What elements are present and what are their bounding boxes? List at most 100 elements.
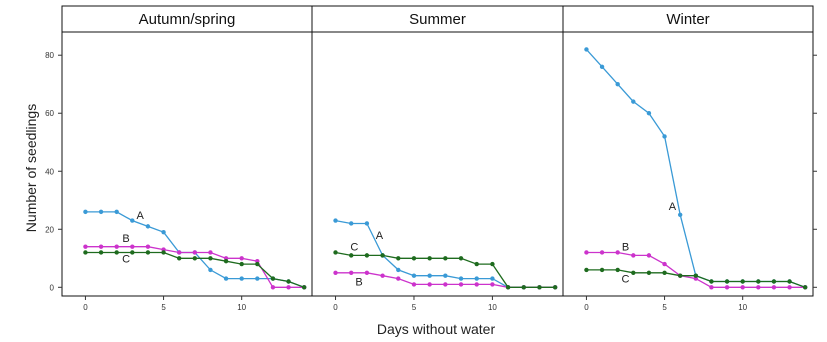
y-tick-label: 20	[45, 225, 54, 234]
data-point	[584, 267, 589, 273]
data-point	[615, 250, 620, 255]
data-point	[646, 111, 652, 116]
data-point	[192, 250, 198, 255]
data-point	[208, 250, 213, 255]
data-point	[771, 285, 777, 290]
data-point	[130, 250, 135, 255]
data-point	[98, 209, 104, 215]
data-point	[458, 282, 464, 287]
strip-title: Winter	[666, 11, 709, 28]
data-point	[490, 261, 495, 267]
data-point	[364, 270, 370, 275]
data-point	[380, 253, 385, 258]
data-point	[443, 273, 448, 278]
series-label: C	[350, 242, 358, 254]
data-point	[396, 256, 401, 261]
strip-title: Summer	[409, 11, 466, 28]
data-point	[599, 250, 605, 255]
panel-winter: Winter 0 5 10 A B C	[562, 6, 808, 312]
data-point	[239, 261, 244, 267]
data-point	[255, 261, 260, 267]
x-tick-label: 10	[237, 303, 246, 312]
series-line	[85, 211, 305, 288]
y-tick-label: 40	[45, 167, 54, 176]
data-point	[223, 276, 229, 281]
data-point	[599, 64, 605, 70]
data-point	[724, 279, 730, 284]
data-point	[740, 285, 745, 290]
data-point	[662, 270, 667, 275]
y-axis-label: Number of seedlings	[23, 104, 39, 232]
data-point	[787, 285, 792, 290]
data-point	[411, 273, 417, 278]
data-point	[490, 276, 495, 281]
data-point	[83, 250, 88, 255]
data-point	[537, 285, 542, 290]
series-label: C	[622, 274, 630, 286]
x-tick-label: 5	[412, 303, 417, 312]
data-point	[239, 256, 244, 261]
data-point	[709, 285, 714, 290]
data-point	[474, 282, 479, 287]
data-point	[192, 256, 198, 261]
panel-autumn-spring: Autumn/spring 0 5 10 ABC	[83, 11, 307, 312]
data-point	[677, 273, 683, 278]
y-tick-label: 0	[50, 283, 55, 292]
data-point	[631, 253, 636, 258]
chart-frame	[61, 5, 814, 297]
data-point	[427, 256, 432, 261]
data-point	[255, 276, 260, 281]
data-point	[333, 218, 338, 223]
data-point	[631, 270, 636, 275]
x-tick-label: 10	[738, 303, 747, 312]
data-point	[176, 250, 182, 255]
x-tick-label: 10	[488, 303, 497, 312]
data-point	[396, 267, 401, 273]
data-point	[505, 285, 511, 290]
panel-summer: Summer 0 5 10 A B C	[311, 6, 558, 312]
data-point	[427, 282, 432, 287]
data-point	[802, 285, 808, 290]
data-point	[286, 285, 291, 290]
data-point	[615, 267, 620, 273]
data-point	[443, 256, 448, 261]
data-point	[756, 285, 761, 290]
series-label: C	[122, 253, 130, 265]
data-point	[646, 253, 652, 258]
data-point	[98, 250, 104, 255]
data-point	[662, 134, 667, 139]
data-point	[239, 276, 244, 281]
data-point	[208, 267, 213, 273]
data-point	[724, 285, 730, 290]
data-point	[646, 270, 652, 275]
x-tick-label: 0	[584, 303, 589, 312]
data-point	[709, 279, 714, 284]
series-label: A	[669, 201, 677, 213]
data-point	[787, 279, 792, 284]
series-label: A	[136, 210, 144, 222]
data-point	[364, 221, 370, 226]
series-label: B	[355, 276, 362, 288]
data-point	[83, 209, 88, 215]
data-point	[349, 253, 354, 258]
data-point	[411, 256, 417, 261]
data-point	[584, 47, 589, 52]
x-tick-label: 0	[333, 303, 338, 312]
series-label: B	[122, 233, 129, 245]
data-point	[114, 244, 119, 249]
data-point	[458, 276, 464, 281]
series-label: B	[622, 242, 629, 254]
data-point	[756, 279, 761, 284]
data-point	[176, 256, 182, 261]
y-tick-label: 80	[45, 51, 54, 60]
data-point	[130, 244, 135, 249]
data-point	[114, 209, 119, 215]
x-axis-label: Days without water	[377, 321, 496, 337]
data-point	[474, 261, 479, 267]
data-point	[145, 224, 151, 229]
strip-title: Autumn/spring	[139, 11, 236, 28]
data-point	[693, 273, 699, 278]
data-point	[662, 261, 667, 267]
